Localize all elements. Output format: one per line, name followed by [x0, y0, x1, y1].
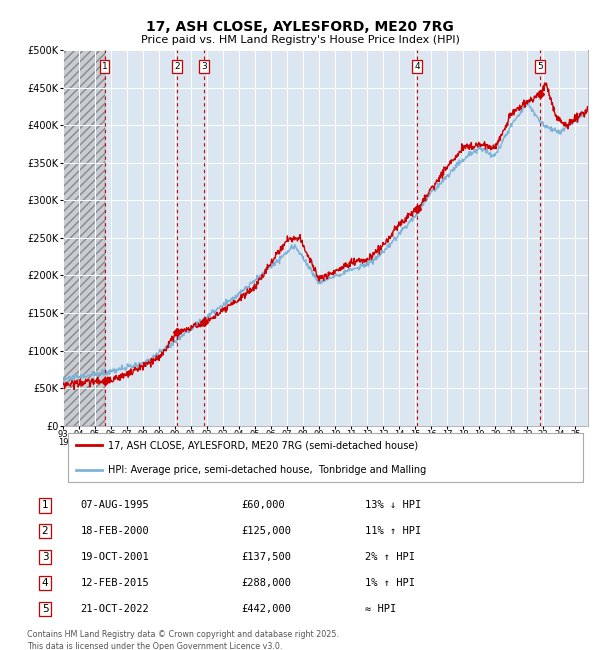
Text: 21-OCT-2022: 21-OCT-2022: [80, 604, 149, 614]
Text: 4: 4: [414, 62, 420, 71]
Text: £137,500: £137,500: [241, 552, 292, 562]
FancyBboxPatch shape: [68, 433, 583, 482]
Text: 19-OCT-2001: 19-OCT-2001: [80, 552, 149, 562]
Bar: [63, 50, 104, 426]
Text: 07-AUG-1995: 07-AUG-1995: [80, 500, 149, 510]
Text: 3: 3: [42, 552, 49, 562]
Text: £60,000: £60,000: [241, 500, 285, 510]
Text: 1% ↑ HPI: 1% ↑ HPI: [365, 578, 415, 588]
Text: Price paid vs. HM Land Registry's House Price Index (HPI): Price paid vs. HM Land Registry's House …: [140, 35, 460, 46]
Text: Contains HM Land Registry data © Crown copyright and database right 2025.
This d: Contains HM Land Registry data © Crown c…: [27, 630, 339, 650]
Text: ≈ HPI: ≈ HPI: [365, 604, 397, 614]
Text: 18-FEB-2000: 18-FEB-2000: [80, 526, 149, 536]
Text: £288,000: £288,000: [241, 578, 292, 588]
Text: 17, ASH CLOSE, AYLESFORD, ME20 7RG (semi-detached house): 17, ASH CLOSE, AYLESFORD, ME20 7RG (semi…: [107, 440, 418, 450]
Bar: [63, 50, 104, 426]
Text: 3: 3: [201, 62, 207, 71]
Text: 2% ↑ HPI: 2% ↑ HPI: [365, 552, 415, 562]
Text: 11% ↑ HPI: 11% ↑ HPI: [365, 526, 422, 536]
Text: £442,000: £442,000: [241, 604, 292, 614]
Text: 4: 4: [42, 578, 49, 588]
Text: 5: 5: [42, 604, 49, 614]
Text: 17, ASH CLOSE, AYLESFORD, ME20 7RG: 17, ASH CLOSE, AYLESFORD, ME20 7RG: [146, 20, 454, 34]
Text: 5: 5: [537, 62, 543, 71]
Text: 2: 2: [174, 62, 180, 71]
Text: £125,000: £125,000: [241, 526, 292, 536]
Text: 1: 1: [42, 500, 49, 510]
Text: 12-FEB-2015: 12-FEB-2015: [80, 578, 149, 588]
Text: 2: 2: [42, 526, 49, 536]
Text: HPI: Average price, semi-detached house,  Tonbridge and Malling: HPI: Average price, semi-detached house,…: [107, 465, 426, 475]
Text: 1: 1: [102, 62, 107, 71]
Text: 13% ↓ HPI: 13% ↓ HPI: [365, 500, 422, 510]
